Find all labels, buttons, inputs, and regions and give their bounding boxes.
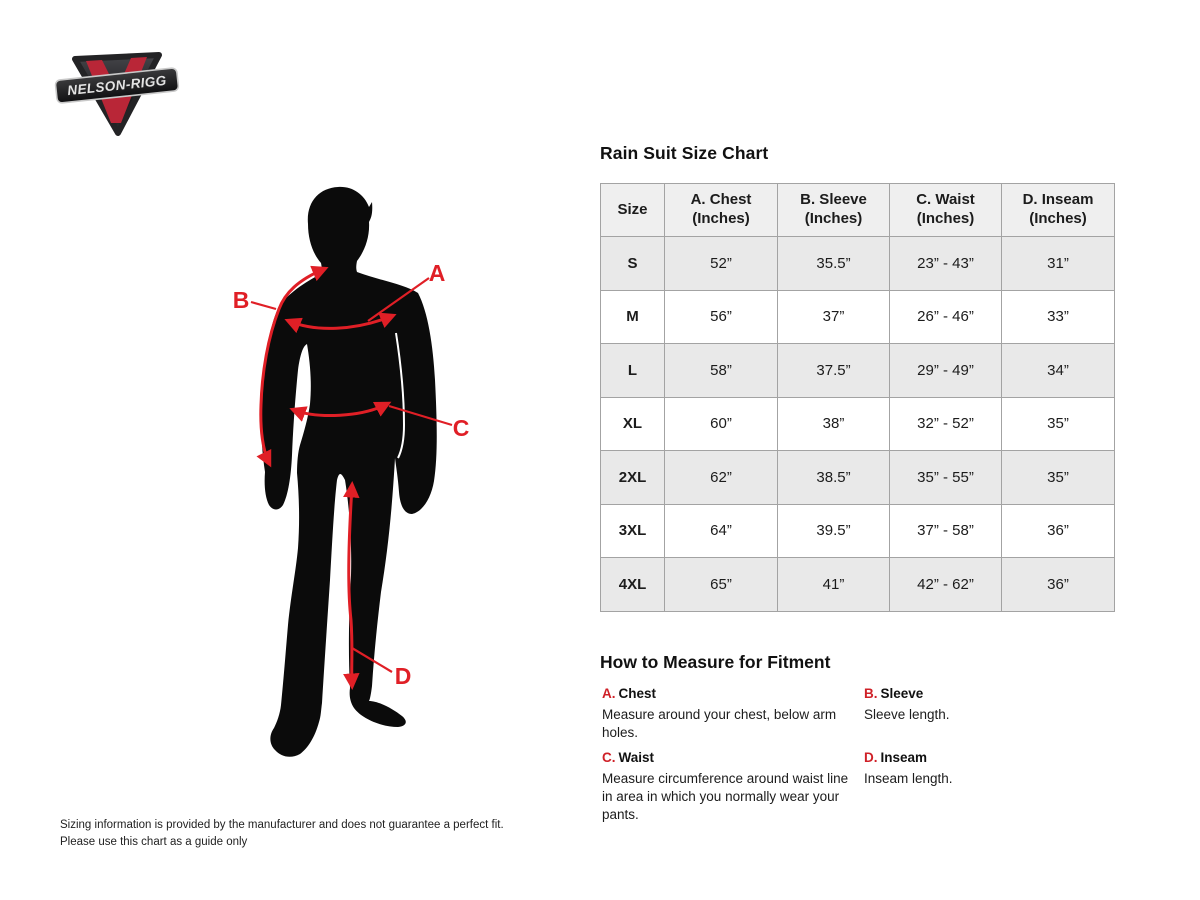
sizing-disclaimer: Sizing information is provided by the ma…: [60, 817, 504, 850]
inseam-measure-line: [343, 481, 360, 690]
measure-desc-sleeve: Sleeve length.: [864, 707, 950, 722]
measure-item-inseam: D. Inseam Inseam length.: [864, 750, 1118, 825]
waist-measure-line: [289, 401, 392, 422]
measure-name-sleeve: Sleeve: [880, 686, 924, 701]
disclaimer-line-1: Sizing information is provided by the ma…: [60, 819, 504, 831]
how-to-measure-grid: A. Chest Measure around your chest, below…: [602, 686, 1118, 825]
label-a: A: [429, 260, 446, 286]
measure-desc-chest: Measure around your chest, below arm hol…: [602, 707, 837, 741]
measure-item-sleeve: B. Sleeve Sleeve length.: [864, 686, 1118, 750]
measure-letter-b: B.: [864, 686, 878, 701]
sleeve-measure-line: [256, 265, 329, 468]
table-row: XL 60” 38” 32” - 52” 35”: [600, 396, 1115, 451]
male-silhouette: [261, 186, 437, 757]
column-header-chest: A. Chest (Inches): [664, 183, 778, 237]
column-header-sleeve: B. Sleeve (Inches): [777, 183, 890, 237]
measure-letter-a: A.: [602, 686, 616, 701]
measure-desc-inseam: Inseam length.: [864, 771, 953, 786]
sleeve-pointer-line: [250, 300, 277, 311]
measure-item-chest: A. Chest Measure around your chest, below…: [602, 686, 864, 750]
chest-measure-line: [284, 312, 397, 334]
disclaimer-line-2: Please use this chart as a guide only: [60, 835, 248, 848]
chest-pointer-line: [367, 277, 430, 322]
table-header-row: Size A. Chest (Inches) B. Sleeve (Inches) …: [600, 183, 1115, 237]
measure-letter-d: D.: [864, 750, 878, 765]
label-b: B: [233, 287, 250, 313]
measure-name-inseam: Inseam: [880, 750, 928, 765]
table-row: S 52” 35.5” 23” - 43” 31”: [600, 236, 1115, 291]
table-row: L 58” 37.5” 29” - 49” 34”: [600, 343, 1115, 398]
column-header-size: Size: [600, 183, 665, 237]
inseam-pointer-line: [351, 647, 393, 673]
arm-separation-line: [395, 332, 406, 459]
nelson-rigg-logo: NELSON-RIGG: [54, 52, 180, 136]
how-to-measure-title: How to Measure for Fitment: [600, 652, 831, 672]
measure-name-chest: Chest: [618, 686, 657, 701]
waist-pointer-line: [388, 404, 453, 427]
size-chart-table: Size A. Chest (Inches) B. Sleeve (Inches) …: [600, 183, 1115, 612]
table-row: 2XL 62” 38.5” 35” - 55” 35”: [600, 450, 1115, 505]
table-row: 4XL 65” 41” 42” - 62” 36”: [600, 557, 1115, 612]
measure-item-waist: C. Waist Measure circumference around wai…: [602, 750, 864, 825]
table-row: M 56” 37” 26” - 46” 33”: [600, 289, 1115, 344]
logo-banner: [54, 67, 180, 104]
column-header-waist: C. Waist (Inches): [889, 183, 1002, 237]
table-row: 3XL 64” 39.5” 37” - 58” 36”: [600, 503, 1115, 558]
measure-desc-waist: Measure circumference around waist line …: [602, 771, 849, 823]
measure-name-waist: Waist: [618, 750, 655, 765]
label-c: C: [453, 415, 470, 441]
column-header-inseam: D. Inseam (Inches): [1001, 183, 1115, 237]
label-d: D: [395, 663, 412, 689]
measure-letter-c: C.: [602, 750, 616, 765]
size-chart-title: Rain Suit Size Chart: [600, 143, 769, 163]
